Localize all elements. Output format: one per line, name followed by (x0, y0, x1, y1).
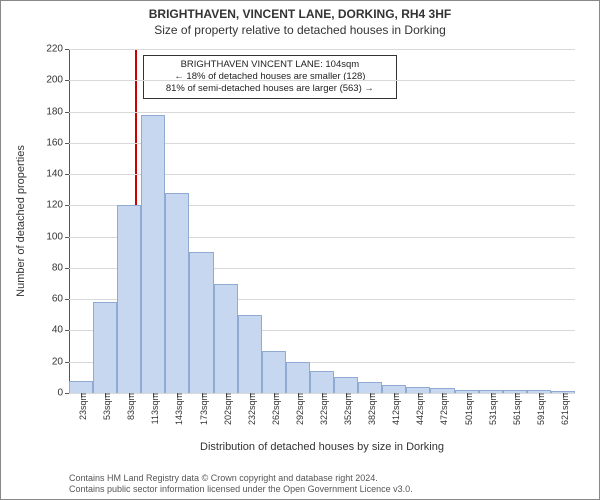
histogram-bar (141, 115, 165, 393)
footer-line1: Contains HM Land Registry data © Crown c… (69, 473, 413, 484)
y-tick-label: 0 (57, 388, 69, 399)
footer-line2: Contains public sector information licen… (69, 484, 413, 495)
x-axis-label: Distribution of detached houses by size … (200, 441, 444, 453)
chart-title-line2: Size of property relative to detached ho… (1, 23, 599, 37)
histogram-bar (358, 382, 382, 393)
chart-footer: Contains HM Land Registry data © Crown c… (69, 473, 413, 496)
y-tick-label: 100 (46, 231, 69, 242)
y-tick-label: 60 (52, 294, 69, 305)
x-tick-label: 23sqm (74, 393, 88, 420)
x-tick-label: 472sqm (435, 393, 449, 425)
x-tick-label: 382sqm (363, 393, 377, 425)
x-tick-label: 352sqm (339, 393, 353, 425)
plot-area: BRIGHTHAVEN VINCENT LANE: 104sqm ← 18% o… (69, 49, 575, 393)
annotation-line1: BRIGHTHAVEN VINCENT LANE: 104sqm (150, 59, 390, 71)
x-tick-label: 232sqm (243, 393, 257, 425)
x-tick-label: 173sqm (195, 393, 209, 425)
x-tick-label: 621sqm (556, 393, 570, 425)
x-tick-label: 292sqm (291, 393, 305, 425)
histogram-bar (382, 385, 406, 393)
histogram-bar (165, 193, 189, 393)
chart-container: BRIGHTHAVEN, VINCENT LANE, DORKING, RH4 … (0, 0, 600, 500)
x-tick-label: 591sqm (532, 393, 546, 425)
y-axis-label: Number of detached properties (15, 145, 27, 297)
histogram-bar (334, 377, 358, 393)
histogram-bar (286, 362, 310, 393)
histogram-bar (117, 205, 141, 393)
histogram-bar (189, 252, 213, 393)
x-tick-label: 442sqm (411, 393, 425, 425)
histogram-bar (93, 302, 117, 393)
histogram-bar (214, 284, 238, 393)
y-tick-label: 40 (52, 325, 69, 336)
x-tick-label: 113sqm (146, 393, 160, 424)
x-tick-label: 53sqm (98, 393, 112, 420)
x-tick-label: 83sqm (122, 393, 136, 420)
x-tick-label: 322sqm (315, 393, 329, 425)
x-tick-label: 262sqm (267, 393, 281, 425)
y-axis-line (69, 49, 70, 393)
y-tick-label: 20 (52, 356, 69, 367)
y-tick-label: 180 (46, 106, 69, 117)
y-tick-label: 120 (46, 200, 69, 211)
x-tick-label: 143sqm (170, 393, 184, 425)
histogram-bar (310, 371, 334, 393)
x-tick-label: 501sqm (460, 393, 474, 425)
histogram-bar (262, 351, 286, 393)
histogram-bar (69, 381, 93, 394)
grid-line (69, 49, 575, 50)
x-tick-label: 202sqm (219, 393, 233, 425)
chart-title-line1: BRIGHTHAVEN, VINCENT LANE, DORKING, RH4 … (1, 7, 599, 21)
annotation-box: BRIGHTHAVEN VINCENT LANE: 104sqm ← 18% o… (143, 55, 397, 99)
y-tick-label: 220 (46, 44, 69, 55)
x-tick-label: 412sqm (387, 393, 401, 425)
grid-line (69, 112, 575, 113)
y-tick-label: 140 (46, 169, 69, 180)
y-tick-label: 160 (46, 137, 69, 148)
grid-line (69, 80, 575, 81)
annotation-line3: 81% of semi-detached houses are larger (… (150, 83, 390, 95)
x-tick-label: 531sqm (484, 393, 498, 425)
histogram-bar (238, 315, 262, 393)
y-tick-label: 200 (46, 75, 69, 86)
y-tick-label: 80 (52, 262, 69, 273)
x-tick-label: 561sqm (508, 393, 522, 425)
